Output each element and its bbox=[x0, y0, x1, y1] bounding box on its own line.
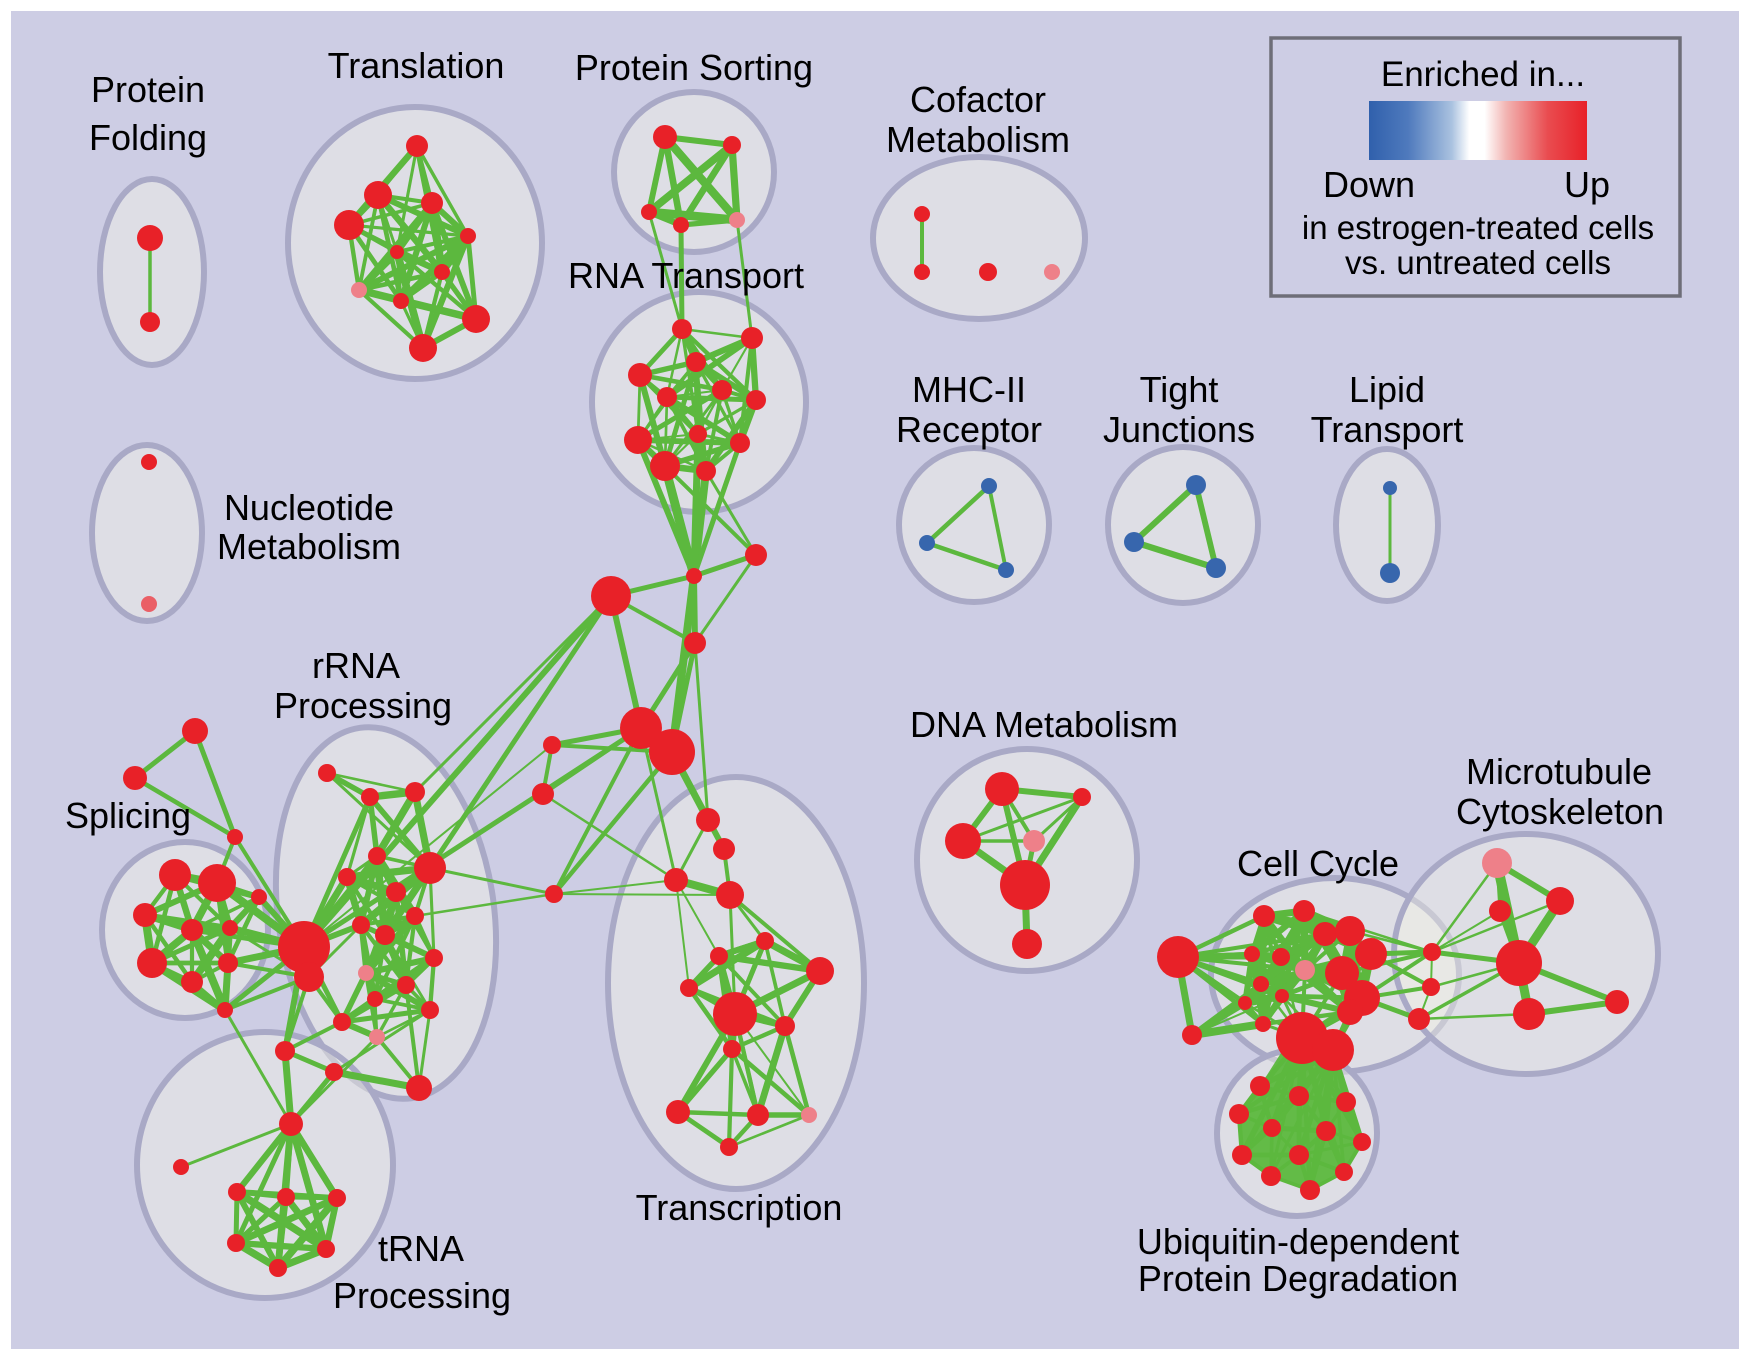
svg-text:RNA Transport: RNA Transport bbox=[568, 255, 804, 296]
svg-text:vs. untreated cells: vs. untreated cells bbox=[1345, 244, 1611, 281]
svg-text:Cofactor: Cofactor bbox=[910, 79, 1046, 120]
svg-text:DNA Metabolism: DNA Metabolism bbox=[910, 704, 1178, 745]
svg-text:Splicing: Splicing bbox=[65, 795, 191, 836]
svg-text:Ubiquitin-dependent: Ubiquitin-dependent bbox=[1137, 1221, 1459, 1262]
svg-text:rRNA: rRNA bbox=[312, 645, 400, 686]
svg-text:Protein: Protein bbox=[91, 69, 205, 110]
svg-text:Transport: Transport bbox=[1311, 409, 1464, 450]
svg-text:Folding: Folding bbox=[89, 117, 207, 158]
svg-text:Lipid: Lipid bbox=[1349, 369, 1425, 410]
svg-text:Processing: Processing bbox=[333, 1275, 511, 1316]
svg-text:Protein Degradation: Protein Degradation bbox=[1138, 1258, 1458, 1299]
svg-text:Receptor: Receptor bbox=[896, 409, 1042, 450]
svg-text:tRNA: tRNA bbox=[378, 1228, 464, 1269]
svg-text:Nucleotide: Nucleotide bbox=[224, 487, 394, 528]
svg-text:Junctions: Junctions bbox=[1103, 409, 1255, 450]
svg-text:Microtubule: Microtubule bbox=[1466, 751, 1652, 792]
svg-text:Processing: Processing bbox=[274, 685, 452, 726]
svg-text:Transcription: Transcription bbox=[636, 1187, 843, 1228]
svg-text:Metabolism: Metabolism bbox=[217, 526, 401, 567]
svg-text:Metabolism: Metabolism bbox=[886, 119, 1070, 160]
svg-text:MHC-II: MHC-II bbox=[912, 369, 1026, 410]
svg-text:Enriched in...: Enriched in... bbox=[1381, 55, 1585, 94]
svg-text:Tight: Tight bbox=[1140, 369, 1219, 410]
svg-text:Up: Up bbox=[1564, 164, 1610, 205]
svg-text:Translation: Translation bbox=[328, 45, 505, 86]
svg-text:Cell Cycle: Cell Cycle bbox=[1237, 843, 1399, 884]
svg-text:Cytoskeleton: Cytoskeleton bbox=[1456, 791, 1664, 832]
svg-text:Down: Down bbox=[1323, 164, 1415, 205]
svg-text:Protein Sorting: Protein Sorting bbox=[575, 47, 813, 88]
svg-text:in estrogen-treated cells: in estrogen-treated cells bbox=[1302, 209, 1654, 246]
